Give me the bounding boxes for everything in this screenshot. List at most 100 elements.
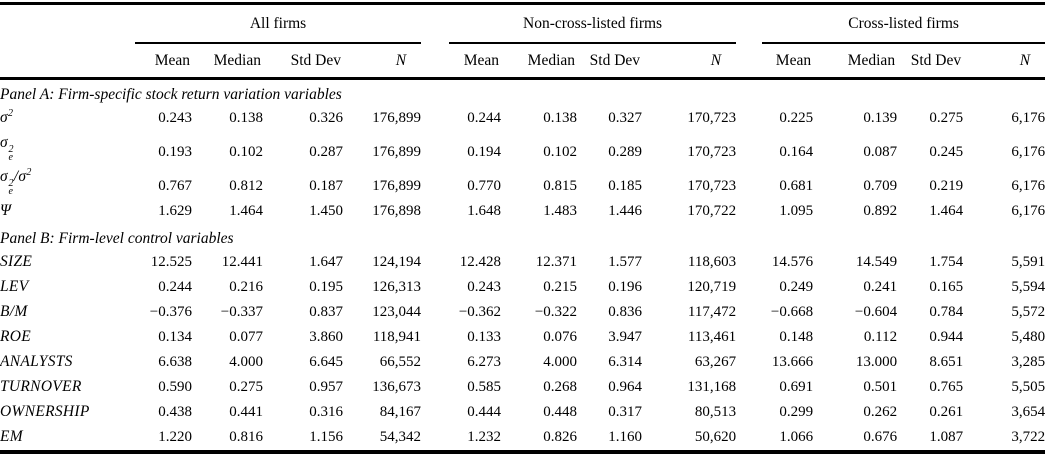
cell: 123,044 — [372, 304, 422, 320]
column-gap — [736, 250, 762, 275]
cell: 0.765 — [929, 379, 964, 395]
col-header-median: Median — [813, 43, 898, 80]
cell: 3,285 — [1011, 354, 1046, 370]
cell: 0.087 — [863, 144, 898, 160]
row-label: ANALYSTS — [0, 353, 73, 370]
cell: 0.244 — [467, 110, 502, 126]
column-gap — [421, 4, 449, 44]
column-gap — [736, 325, 762, 350]
cell: 170,723 — [687, 178, 737, 194]
group-header-cross-listed: Cross-listed firms — [762, 3, 1046, 44]
cell: 0.241 — [863, 279, 898, 295]
cell: 0.139 — [863, 110, 898, 126]
cell: 66,552 — [379, 354, 422, 370]
cell: −0.668 — [770, 304, 814, 320]
col-header-stddev: Std Dev — [897, 43, 964, 80]
corner-cell — [0, 43, 135, 80]
column-gap — [421, 106, 449, 131]
cell: 0.249 — [779, 279, 814, 295]
column-gap — [421, 375, 449, 400]
cell: 0.134 — [158, 329, 192, 345]
cell: 0.244 — [158, 279, 192, 295]
cell: 0.112 — [863, 329, 898, 345]
cell: 1.095 — [779, 203, 814, 219]
col-header-n: N — [343, 43, 422, 80]
cell: 0.681 — [779, 178, 814, 194]
cell: 6,176 — [1011, 144, 1046, 160]
cell: 124,194 — [372, 254, 422, 270]
table-row-size: SIZE 12.525 12.441 1.647 124,194 12.428 … — [0, 250, 1045, 275]
group-header-row: All firms Non-cross-listed firms Cross-l… — [0, 3, 1046, 44]
panel-a-heading-row: Panel A: Firm-specific stock return vari… — [0, 79, 1045, 107]
cell: 0.326 — [309, 110, 343, 126]
cell: 6.645 — [309, 354, 343, 370]
panel-b-title: Panel B: Firm-level control variables — [0, 230, 234, 247]
cell: 0.138 — [543, 110, 578, 126]
cell: 136,673 — [372, 379, 422, 395]
column-gap — [736, 300, 762, 325]
cell: −0.322 — [534, 304, 578, 320]
cell: 0.299 — [779, 404, 814, 420]
column-gap — [736, 131, 762, 165]
cell: 0.957 — [309, 379, 343, 395]
cell: 0.585 — [467, 379, 502, 395]
table-row-analysts: ANALYSTS 6.638 4.000 6.645 66,552 6.273 … — [0, 350, 1045, 375]
cell: 0.944 — [929, 329, 964, 345]
column-gap — [421, 400, 449, 425]
cell: 6.314 — [608, 354, 643, 370]
cell: 12.371 — [535, 254, 578, 270]
cell: 0.438 — [158, 404, 192, 420]
cell: 176,899 — [372, 144, 422, 160]
cell: 13.666 — [771, 354, 814, 370]
cell: 1.446 — [608, 203, 643, 219]
cell: 3.860 — [309, 329, 343, 345]
column-gap — [736, 400, 762, 425]
cell: 80,513 — [694, 404, 737, 420]
column-gap — [421, 350, 449, 375]
cell: 0.836 — [608, 304, 643, 320]
col-header-n: N — [963, 43, 1046, 80]
cell: 0.148 — [779, 329, 814, 345]
cell: 0.275 — [929, 110, 964, 126]
table-row-sigma2: σ2 0.243 0.138 0.326 176,899 0.244 0.138… — [0, 106, 1045, 131]
cell: 1.464 — [229, 203, 263, 219]
cell: 0.102 — [229, 144, 263, 160]
cell: 5,480 — [1011, 329, 1046, 345]
cell: 0.501 — [863, 379, 898, 395]
row-label: ROE — [0, 328, 32, 345]
cell: 4.000 — [229, 354, 263, 370]
column-gap — [736, 275, 762, 300]
cell: 1.464 — [929, 203, 964, 219]
cell: 118,603 — [687, 254, 737, 270]
cell: 176,899 — [372, 178, 422, 194]
cell: 0.164 — [779, 144, 814, 160]
cell: 0.784 — [929, 304, 964, 320]
cell: 13.000 — [855, 354, 898, 370]
cell: −0.337 — [220, 304, 263, 320]
cell: 6,176 — [1011, 203, 1046, 219]
row-label: B/M — [0, 303, 28, 320]
cell: 0.245 — [929, 144, 964, 160]
cell: 0.225 — [779, 110, 814, 126]
cell: 1.577 — [608, 254, 643, 270]
cell: 5,505 — [1011, 379, 1046, 395]
cell: 131,168 — [687, 379, 737, 395]
cell: 0.076 — [543, 329, 578, 345]
cell: 1.629 — [158, 203, 192, 219]
cell: 0.837 — [309, 304, 343, 320]
row-label: OWNERSHIP — [0, 403, 90, 420]
column-gap — [421, 199, 449, 224]
row-label: TURNOVER — [0, 378, 82, 395]
cell: 0.444 — [467, 404, 502, 420]
cell: 0.964 — [608, 379, 643, 395]
table-row-turnover: TURNOVER 0.590 0.275 0.957 136,673 0.585… — [0, 375, 1045, 400]
cell: 120,719 — [687, 279, 737, 295]
column-gap — [736, 350, 762, 375]
col-header-stddev: Std Dev — [263, 43, 343, 80]
cell: 0.815 — [543, 178, 578, 194]
col-header-n: N — [642, 43, 737, 80]
row-label: Ψ — [0, 202, 12, 219]
